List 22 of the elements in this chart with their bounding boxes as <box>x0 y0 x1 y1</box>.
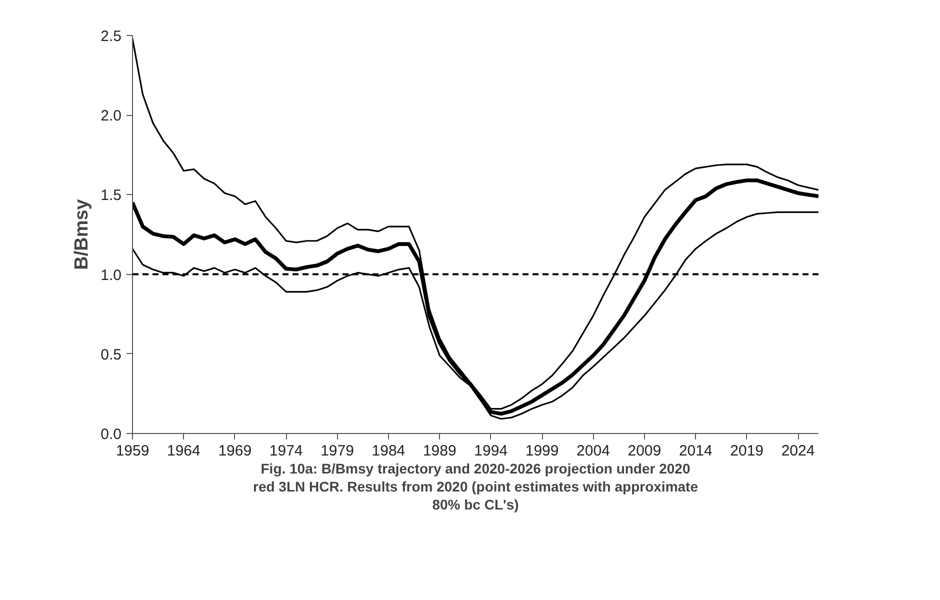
x-tick-label: 1979 <box>320 442 354 460</box>
x-tick-label: 2019 <box>730 442 764 460</box>
x-tick-label: 2009 <box>628 442 662 460</box>
y-axis-title: B/Bmsy <box>72 198 93 270</box>
x-tick-label: 1964 <box>167 442 200 460</box>
x-tick-label: 2024 <box>781 442 815 460</box>
y-tick-label: 1.0 <box>100 266 122 284</box>
y-tick-label: 0.5 <box>100 346 122 364</box>
y-tick-label: 1.5 <box>100 187 122 204</box>
y-tick-label: 2.0 <box>100 108 122 125</box>
y-tick-label: 0.0 <box>100 426 122 443</box>
x-tick-label: 2004 <box>576 442 610 460</box>
caption: Fig. 10a: B/Bmsy trajectory and 2020-2026 projection under 2020 red 3LN HCR. Results from 2020 (point estimates with approximate 80% bc CL's) <box>253 460 698 512</box>
x-tick-label: 1959 <box>116 442 150 460</box>
x-tick-label: 2014 <box>678 442 712 460</box>
x-tick-label: 1989 <box>422 442 456 460</box>
x-tick-label: 1994 <box>474 442 508 460</box>
y-tick-label: 2.5 <box>100 28 122 45</box>
x-tick-label: 1984 <box>372 442 406 460</box>
x-tick-label: 1969 <box>218 442 252 460</box>
x-tick-label: 1974 <box>269 442 303 460</box>
x-tick-label: 1999 <box>525 442 559 460</box>
